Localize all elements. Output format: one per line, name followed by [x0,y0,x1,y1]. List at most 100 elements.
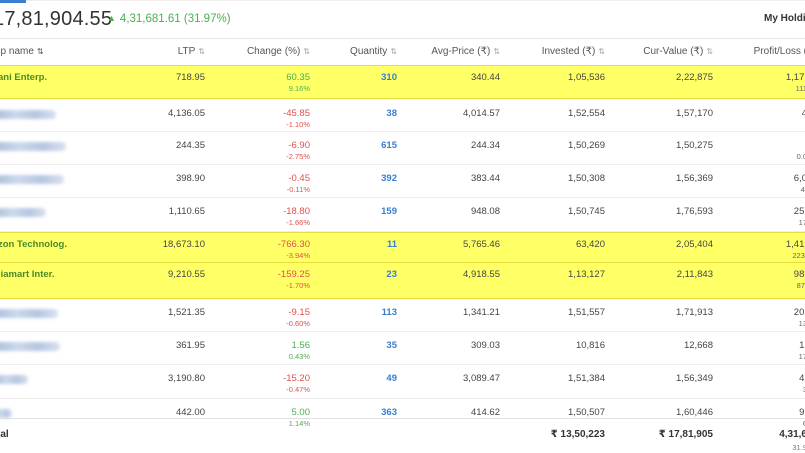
total-invested: ₹ 13,50,223 [550,429,605,440]
invested-value: 1,05,536 [568,72,605,83]
ltp-value: 718.95 [175,72,205,83]
quantity-value: 310 [381,72,397,83]
sort-icon[interactable]: ⇅ [198,47,205,56]
scrip-name-redacted [0,142,66,151]
column-header-label: Avg-Price (₹) [431,46,491,57]
quantity-value: 38 [386,108,397,119]
column-header-4[interactable]: Avg-Price (₹) ⇅ [431,46,500,57]
avg-price-value: 948.08 [470,206,500,217]
total-pl-change: ▲ 4,31,681.61 (31.97%) [107,13,231,25]
cur-value: 1,56,349 [676,373,713,384]
my-holdings-link[interactable]: My Holdi [764,13,805,24]
column-header-label: Cur-Value (₹) [643,46,704,57]
table-row[interactable]: 442.00 5.00 363 414.62 1,50,507 1,60,446 9, 1.1… [0,398,805,428]
total-current-value: 17,81,904.55 [0,8,113,30]
change-value: 5.00 [291,407,311,418]
change-pct: 9.16% [288,84,310,93]
column-header-label: LTP [177,46,196,57]
column-header-2[interactable]: Change (%) ⇅ [247,46,310,57]
quantity-value: 113 [381,307,397,318]
profit-loss-value: 98, [793,269,805,280]
holdings-table-footer: tal ₹ 13,50,223 ₹ 17,81,905 4,31,6 31.9 [0,418,805,453]
table-row[interactable]: 244.35 -6.90 615 244.34 1,50,269 1,50,275 -2.7… [0,131,805,165]
column-header-1[interactable]: LTP ⇅ [178,46,205,57]
table-row[interactable]: zon Technolog. 18,673.10 -766.30 11 5,765.46… [0,232,805,263]
scrip-name-redacted [0,409,12,418]
column-header-0[interactable]: rip name⇅ [0,46,44,57]
total-label: tal [0,429,9,440]
cur-value: 1,56,369 [676,173,713,184]
column-header-label: Invested (₹) [541,46,596,57]
invested-value: 1,51,384 [568,373,605,384]
table-row[interactable]: liamart Inter. 9,210.55 -159.25 23 4,918.55 1… [0,262,805,299]
profit-loss-value: 4, [799,373,805,384]
invested-value: 1,50,308 [568,173,605,184]
change-pct: -1.70% [286,281,310,290]
change-value: -0.45 [288,173,310,184]
ltp-value: 9,210.55 [168,269,205,280]
invested-value: 1,13,127 [568,269,605,280]
cur-value: 2,22,875 [676,72,713,83]
cur-value: 1,60,446 [676,407,713,418]
profit-loss-value: 9, [799,407,805,418]
avg-price-value: 309.03 [470,340,500,351]
scrip-name-redacted [0,375,28,384]
cur-value: 1,76,593 [676,206,713,217]
quantity-value: 49 [386,373,397,384]
quantity-value: 159 [381,206,397,217]
avg-price-value: 244.34 [470,140,500,151]
cur-value: 1,50,275 [676,140,713,151]
avg-price-value: 4,014.57 [463,108,500,119]
quantity-value: 615 [381,140,397,151]
table-row[interactable]: 4,136.05 -45.85 38 4,014.57 1,52,554 1,57,170… [0,99,805,132]
table-row[interactable]: ani Enterp. 718.95 60.35 310 340.44 1,05,536 2… [0,65,805,99]
change-pct: -3.94% [286,251,310,260]
invested-value: 63,420 [575,239,605,250]
avg-price-value: 3,089.47 [463,373,500,384]
sort-icon[interactable]: ⇅ [598,47,605,56]
table-row[interactable]: 361.95 1.56 35 309.03 10,816 12,668 1, 0.43% 17 [0,331,805,365]
ltp-value: 1,521.35 [168,307,205,318]
scrip-name[interactable]: liamart Inter. [0,269,55,280]
profit-loss-value: 1, [799,340,805,351]
change-pct: -0.47% [286,385,310,394]
profit-loss-pct: 4. [800,185,805,194]
change-value: 1.56 [291,340,311,351]
change-value: -9.15 [288,307,310,318]
table-row[interactable]: 398.90 -0.45 392 383.44 1,50,308 1,56,369 6,0 -… [0,164,805,198]
cur-value: 2,05,404 [676,239,713,250]
scrip-name[interactable]: ani Enterp. [0,72,48,83]
table-row[interactable]: 3,190.80 -15.20 49 3,089.47 1,51,384 1,56,349… [0,364,805,399]
scrip-name[interactable]: zon Technolog. [0,239,67,250]
sort-icon[interactable]: ⇅ [706,47,713,56]
invested-value: 1,50,269 [568,140,605,151]
ltp-value: 18,673.10 [162,239,205,250]
sort-icon[interactable]: ⇅ [303,47,310,56]
profit-loss-value: 4 [801,108,805,119]
avg-price-value: 383.44 [470,173,500,184]
table-row[interactable]: 1,110.65 -18.80 159 948.08 1,50,745 1,76,593 2… [0,197,805,232]
column-header-7[interactable]: Profit/Loss ( [754,46,805,57]
up-arrow-icon: ▲ [107,13,116,23]
sort-icon[interactable]: ⇅ [36,47,44,56]
column-header-3[interactable]: Quantity ⇅ [350,46,397,57]
quantity-value: 392 [381,173,397,184]
profit-loss-pct: 13 [798,319,805,328]
column-header-6[interactable]: Cur-Value (₹) ⇅ [643,46,713,57]
sort-icon[interactable]: ⇅ [493,47,500,56]
quantity-value: 11 [386,239,397,250]
scrip-name-redacted [0,110,56,119]
change-value: -45.85 [283,108,310,119]
change-pct: -0.60% [286,319,310,328]
invested-value: 1,50,507 [568,407,605,418]
profit-loss-pct: 87. [796,281,805,290]
table-row[interactable]: 1,521.35 -9.15 113 1,341.21 1,51,557 1,71,913… [0,298,805,332]
avg-price-value: 5,765.46 [463,239,500,250]
quantity-value: 35 [386,340,397,351]
column-header-5[interactable]: Invested (₹) ⇅ [542,46,605,57]
sort-icon[interactable]: ⇅ [390,47,397,56]
profit-loss-value: 25, [793,206,805,217]
column-header-label: Quantity [350,46,388,57]
invested-value: 1,51,557 [568,307,605,318]
column-header-label: Profit/Loss ( [753,46,805,57]
